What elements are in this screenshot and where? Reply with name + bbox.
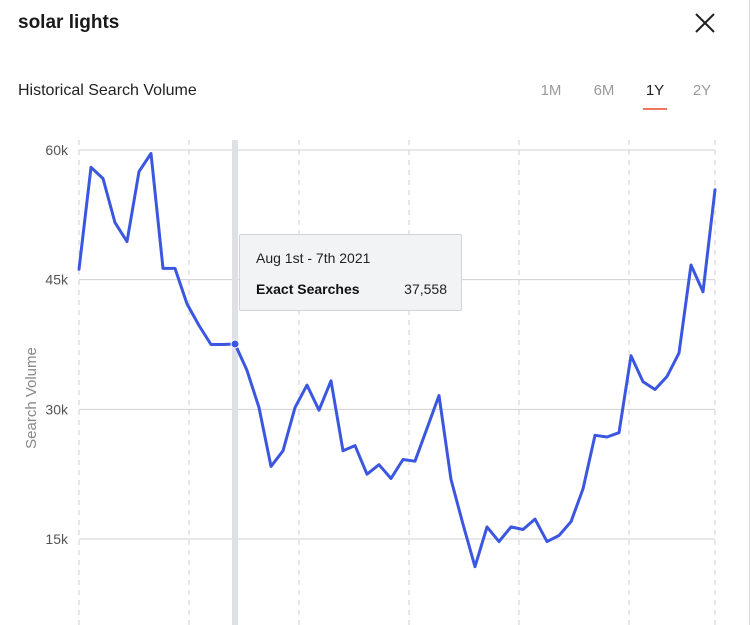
range-tab-1y[interactable]: 1Y xyxy=(645,82,665,99)
y-tick-label: 15k xyxy=(45,531,69,547)
range-tab-6m[interactable]: 6M xyxy=(593,82,615,99)
series-line xyxy=(77,152,717,569)
section-title: Historical Search Volume xyxy=(18,82,197,99)
range-tab-2y[interactable]: 2Y xyxy=(692,82,712,99)
hover-point xyxy=(230,339,240,349)
page-title: solar lights xyxy=(18,12,120,33)
hover-band xyxy=(232,140,238,625)
y-tick-label: 45k xyxy=(45,272,69,288)
y-tick-label: 60k xyxy=(45,142,69,158)
active-tab-underline xyxy=(643,108,667,110)
y-axis-label: Search Volume xyxy=(23,347,40,449)
range-tab-1m[interactable]: 1M xyxy=(540,82,562,99)
tooltip-label: Exact Searches xyxy=(256,281,360,297)
close-button[interactable] xyxy=(692,10,718,36)
close-icon[interactable] xyxy=(692,10,718,36)
tooltip-value: 37,558 xyxy=(404,281,447,297)
y-tick-label: 30k xyxy=(45,401,69,417)
tooltip-date: Aug 1st - 7th 2021 xyxy=(256,250,371,266)
chart-tooltip: Aug 1st - 7th 2021 Exact Searches 37,558 xyxy=(239,234,462,311)
